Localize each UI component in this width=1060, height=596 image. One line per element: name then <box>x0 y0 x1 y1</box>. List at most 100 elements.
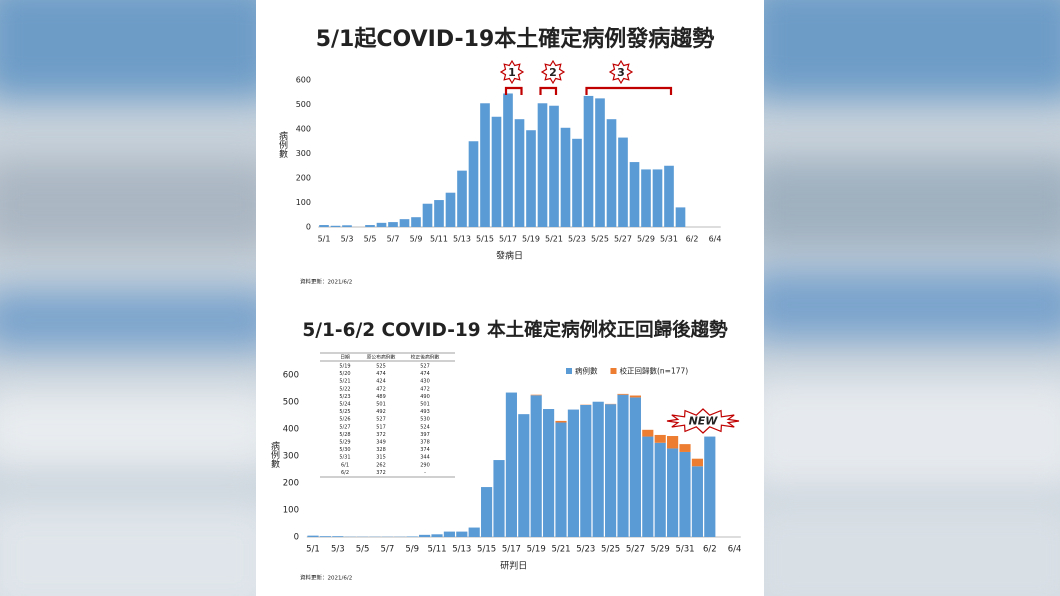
y-tick-label: 200 <box>296 174 311 183</box>
bar-segment <box>592 401 604 537</box>
bar-segment <box>530 394 542 396</box>
bar <box>434 200 444 227</box>
table-cell: 5/19 <box>339 364 350 370</box>
annotation-label: 2 <box>549 66 557 79</box>
table-cell: 490 <box>420 394 430 400</box>
bar-segment <box>431 534 443 537</box>
table-cell: 262 <box>376 462 386 468</box>
x-tick-label: 5/27 <box>626 545 645 555</box>
annotation-badge <box>540 59 566 85</box>
x-tick-label: 5/29 <box>637 235 655 244</box>
bar <box>618 137 628 227</box>
legend-swatch <box>610 368 617 374</box>
bar <box>652 169 663 227</box>
bar <box>342 225 352 227</box>
bar-segment <box>319 536 331 537</box>
bar-segment <box>555 422 567 537</box>
bar-segment <box>307 535 319 537</box>
annotation-label: 3 <box>617 66 625 79</box>
y-tick-label: 400 <box>296 125 311 134</box>
y-tick-label: 0 <box>294 533 299 543</box>
table-cell: 5/28 <box>339 432 350 438</box>
table-cell: 5/22 <box>339 386 350 392</box>
y-tick-label: 600 <box>296 76 311 85</box>
x-axis-label: 發病日 <box>496 250 523 262</box>
bar-segment <box>406 536 418 537</box>
table-cell: 5/27 <box>339 424 350 430</box>
bar <box>641 169 651 227</box>
table-header: 原公布病例數 <box>367 354 396 361</box>
bar <box>365 225 375 227</box>
x-tick-label: 5/25 <box>591 235 609 244</box>
bar-segment <box>629 395 641 398</box>
x-tick-label: 5/25 <box>601 545 620 555</box>
table-cell: 397 <box>420 432 430 438</box>
annotation-bracket <box>585 86 673 95</box>
bar-segment <box>654 434 666 443</box>
x-tick-label: 6/4 <box>728 545 742 555</box>
table-cell: 524 <box>420 424 430 430</box>
bar-segment <box>468 527 480 537</box>
table-cell: 5/24 <box>339 402 350 408</box>
bar <box>549 105 559 227</box>
x-tick-label: 5/19 <box>522 235 540 244</box>
y-tick-label: 400 <box>283 425 299 435</box>
annotation-badge <box>608 59 634 85</box>
bar-segment <box>605 404 617 537</box>
table-cell: 5/29 <box>339 440 350 446</box>
x-axis-label: 研判日 <box>500 560 527 572</box>
x-tick-label: 5/23 <box>576 545 595 555</box>
y-axis-label: 病例數 <box>277 130 288 159</box>
x-tick-label: 5/7 <box>387 235 400 244</box>
table-cell: 5/31 <box>339 455 350 461</box>
y-tick-label: 500 <box>296 100 311 109</box>
bar-segment <box>667 448 679 537</box>
table-cell: 489 <box>376 394 386 400</box>
background-right <box>764 0 1060 596</box>
table-cell: 5/30 <box>339 447 350 453</box>
y-tick-label: 300 <box>296 149 311 158</box>
bar <box>411 217 421 227</box>
table-header: 日期 <box>340 355 350 361</box>
table-cell: 5/25 <box>339 409 350 415</box>
x-tick-label: 5/17 <box>502 545 521 555</box>
bar <box>388 222 398 227</box>
bar <box>514 119 525 227</box>
table-cell: 344 <box>420 455 430 461</box>
x-tick-label: 5/17 <box>499 235 517 244</box>
table-cell: 374 <box>420 447 430 453</box>
table-cell: 474 <box>420 371 430 377</box>
table-cell: 6/1 <box>341 462 349 468</box>
bar-segment <box>679 444 691 452</box>
x-tick-label: 5/5 <box>356 545 370 555</box>
bar-segment <box>481 487 493 537</box>
x-tick-label: 5/9 <box>405 545 419 555</box>
bar-segment <box>555 420 567 423</box>
x-tick-label: 6/2 <box>686 235 699 244</box>
x-tick-label: 5/27 <box>614 235 632 244</box>
y-axis-label: 病例數 <box>269 440 280 469</box>
bar <box>422 203 433 227</box>
x-tick-label: 5/21 <box>545 235 563 244</box>
bar <box>376 222 387 227</box>
table-cell: 349 <box>376 440 386 446</box>
bar-segment <box>530 395 542 537</box>
bar <box>664 165 674 227</box>
y-tick-label: 600 <box>283 371 299 381</box>
background-left <box>0 0 256 596</box>
chart-title: 5/1起COVID-19本土確定病例發病趨勢 <box>316 26 715 52</box>
bar <box>675 207 686 227</box>
bar <box>319 225 329 227</box>
legend-label: 病例數 <box>575 366 598 376</box>
x-tick-label: 5/9 <box>410 235 423 244</box>
bar <box>445 192 456 227</box>
legend-label: 校正回歸數(n=177) <box>620 366 689 376</box>
x-tick-label: 5/3 <box>331 545 345 555</box>
table-cell: 315 <box>376 455 386 461</box>
y-tick-label: 100 <box>283 506 299 516</box>
bar-segment <box>332 536 344 537</box>
table-cell: 5/23 <box>339 394 350 400</box>
table-cell: 530 <box>420 417 430 423</box>
table-cell: 501 <box>420 402 430 408</box>
